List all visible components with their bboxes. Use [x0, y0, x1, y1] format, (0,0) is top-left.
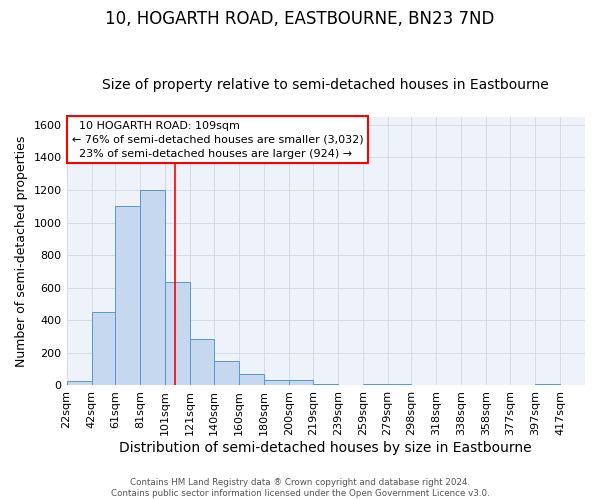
- Bar: [115, 206, 140, 386]
- Bar: [338, 384, 362, 386]
- Bar: [289, 380, 313, 386]
- X-axis label: Distribution of semi-detached houses by size in Eastbourne: Distribution of semi-detached houses by …: [119, 441, 532, 455]
- Bar: [388, 384, 412, 386]
- Y-axis label: Number of semi-detached properties: Number of semi-detached properties: [15, 136, 28, 367]
- Bar: [67, 382, 92, 386]
- Text: 10, HOGARTH ROAD, EASTBOURNE, BN23 7ND: 10, HOGARTH ROAD, EASTBOURNE, BN23 7ND: [106, 10, 494, 28]
- Bar: [313, 384, 338, 386]
- Bar: [214, 360, 239, 386]
- Title: Size of property relative to semi-detached houses in Eastbourne: Size of property relative to semi-detach…: [103, 78, 549, 92]
- Bar: [264, 380, 289, 386]
- Text: Contains HM Land Registry data ® Crown copyright and database right 2024.
Contai: Contains HM Land Registry data ® Crown c…: [110, 478, 490, 498]
- Bar: [362, 384, 388, 386]
- Bar: [535, 384, 560, 386]
- Bar: [239, 374, 264, 386]
- Text: 10 HOGARTH ROAD: 109sqm
← 76% of semi-detached houses are smaller (3,032)
  23% : 10 HOGARTH ROAD: 109sqm ← 76% of semi-de…: [72, 121, 364, 159]
- Bar: [140, 190, 165, 386]
- Bar: [92, 312, 115, 386]
- Bar: [165, 282, 190, 386]
- Bar: [190, 339, 214, 386]
